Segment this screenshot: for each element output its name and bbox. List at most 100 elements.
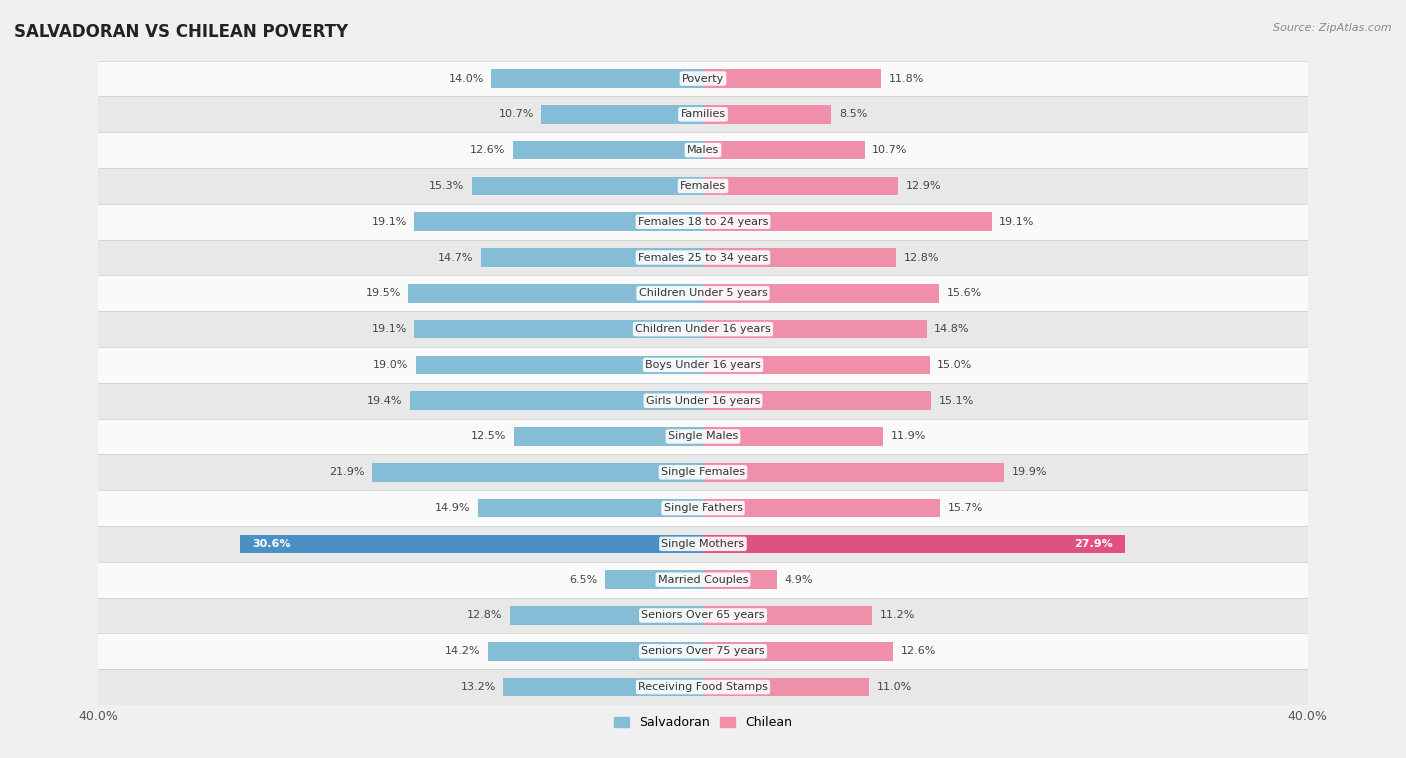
Bar: [98, 168, 1308, 204]
Text: Source: ZipAtlas.com: Source: ZipAtlas.com: [1274, 23, 1392, 33]
Bar: [98, 634, 1308, 669]
Bar: [492, 69, 703, 88]
Text: 12.8%: 12.8%: [467, 610, 502, 621]
Text: Boys Under 16 years: Boys Under 16 years: [645, 360, 761, 370]
Bar: [703, 105, 831, 124]
Bar: [703, 141, 865, 159]
Text: 11.9%: 11.9%: [890, 431, 925, 441]
Text: 6.5%: 6.5%: [569, 575, 598, 584]
Bar: [98, 490, 1308, 526]
Text: 12.6%: 12.6%: [901, 647, 936, 656]
Text: Females: Females: [681, 181, 725, 191]
Bar: [98, 454, 1308, 490]
Bar: [703, 534, 1125, 553]
Bar: [98, 347, 1308, 383]
Text: 11.8%: 11.8%: [889, 74, 924, 83]
Text: 8.5%: 8.5%: [839, 109, 868, 119]
Bar: [98, 562, 1308, 597]
Bar: [98, 204, 1308, 240]
Bar: [703, 356, 929, 374]
Text: 12.6%: 12.6%: [470, 145, 505, 155]
Text: 10.7%: 10.7%: [872, 145, 908, 155]
Text: 13.2%: 13.2%: [461, 682, 496, 692]
Bar: [98, 96, 1308, 132]
Text: Married Couples: Married Couples: [658, 575, 748, 584]
Text: 14.0%: 14.0%: [449, 74, 484, 83]
Bar: [98, 132, 1308, 168]
Text: Single Mothers: Single Mothers: [661, 539, 745, 549]
Text: 15.0%: 15.0%: [938, 360, 973, 370]
Bar: [703, 428, 883, 446]
Bar: [373, 463, 703, 481]
Text: Children Under 16 years: Children Under 16 years: [636, 324, 770, 334]
Text: 4.9%: 4.9%: [785, 575, 813, 584]
Bar: [98, 418, 1308, 454]
Bar: [415, 212, 703, 231]
Text: Families: Families: [681, 109, 725, 119]
Text: Poverty: Poverty: [682, 74, 724, 83]
Bar: [703, 499, 941, 518]
Text: 15.3%: 15.3%: [429, 181, 464, 191]
Bar: [703, 678, 869, 697]
Bar: [703, 284, 939, 302]
Bar: [408, 284, 703, 302]
Bar: [703, 606, 872, 625]
Bar: [503, 678, 703, 697]
Bar: [478, 499, 703, 518]
Text: Children Under 5 years: Children Under 5 years: [638, 288, 768, 299]
Text: Females 25 to 34 years: Females 25 to 34 years: [638, 252, 768, 262]
Text: Seniors Over 75 years: Seniors Over 75 years: [641, 647, 765, 656]
Text: 30.6%: 30.6%: [253, 539, 291, 549]
Legend: Salvadoran, Chilean: Salvadoran, Chilean: [609, 711, 797, 735]
Text: 19.1%: 19.1%: [1000, 217, 1035, 227]
Bar: [513, 141, 703, 159]
Bar: [98, 526, 1308, 562]
Bar: [98, 61, 1308, 96]
Text: Seniors Over 65 years: Seniors Over 65 years: [641, 610, 765, 621]
Text: 11.0%: 11.0%: [877, 682, 912, 692]
Text: Girls Under 16 years: Girls Under 16 years: [645, 396, 761, 406]
Text: 14.2%: 14.2%: [446, 647, 481, 656]
Bar: [703, 463, 1004, 481]
Bar: [703, 248, 897, 267]
Bar: [472, 177, 703, 196]
Bar: [98, 275, 1308, 312]
Text: 15.6%: 15.6%: [946, 288, 981, 299]
Bar: [703, 177, 898, 196]
Text: 14.9%: 14.9%: [434, 503, 470, 513]
Text: 12.8%: 12.8%: [904, 252, 939, 262]
Text: Receiving Food Stamps: Receiving Food Stamps: [638, 682, 768, 692]
Bar: [605, 570, 703, 589]
Bar: [415, 320, 703, 338]
Text: 19.4%: 19.4%: [367, 396, 402, 406]
Bar: [509, 606, 703, 625]
Bar: [515, 428, 703, 446]
Bar: [98, 383, 1308, 418]
Text: Males: Males: [688, 145, 718, 155]
Text: Single Females: Single Females: [661, 467, 745, 478]
Text: 14.7%: 14.7%: [437, 252, 474, 262]
Text: 12.5%: 12.5%: [471, 431, 506, 441]
Bar: [409, 391, 703, 410]
Text: 21.9%: 21.9%: [329, 467, 364, 478]
Bar: [98, 240, 1308, 275]
Text: 19.5%: 19.5%: [366, 288, 401, 299]
Bar: [703, 212, 991, 231]
Bar: [703, 320, 927, 338]
Bar: [416, 356, 703, 374]
Text: 15.1%: 15.1%: [939, 396, 974, 406]
Text: 15.7%: 15.7%: [948, 503, 983, 513]
Text: Single Fathers: Single Fathers: [664, 503, 742, 513]
Bar: [703, 69, 882, 88]
Bar: [240, 534, 703, 553]
Text: 19.0%: 19.0%: [373, 360, 408, 370]
Text: SALVADORAN VS CHILEAN POVERTY: SALVADORAN VS CHILEAN POVERTY: [14, 23, 349, 41]
Text: 14.8%: 14.8%: [934, 324, 970, 334]
Text: 27.9%: 27.9%: [1074, 539, 1112, 549]
Text: 19.9%: 19.9%: [1011, 467, 1047, 478]
Bar: [703, 570, 778, 589]
Text: 19.1%: 19.1%: [371, 324, 406, 334]
Bar: [481, 248, 703, 267]
Bar: [703, 391, 931, 410]
Bar: [98, 312, 1308, 347]
